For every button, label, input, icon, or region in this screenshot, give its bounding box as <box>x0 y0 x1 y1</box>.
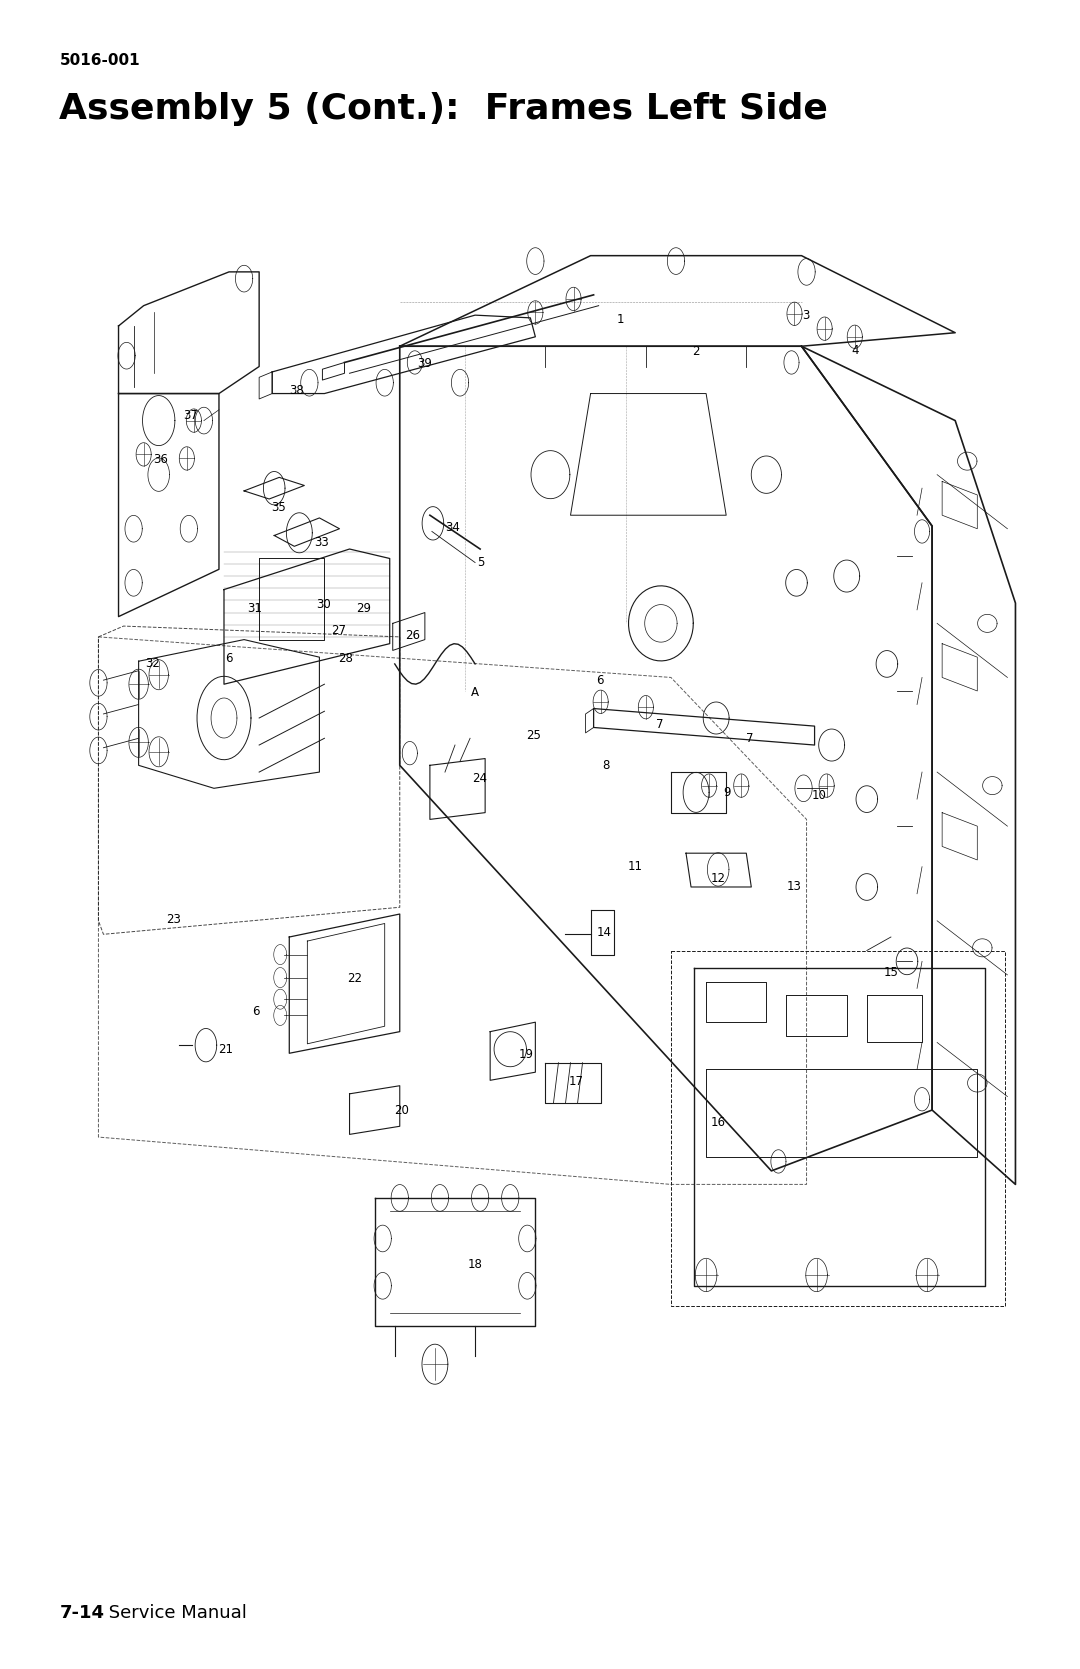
Text: 32: 32 <box>145 658 160 671</box>
Text: 27: 27 <box>330 624 346 636</box>
Text: 19: 19 <box>518 1048 534 1061</box>
Text: 22: 22 <box>347 973 362 985</box>
Text: 31: 31 <box>246 603 261 614</box>
Text: 12: 12 <box>711 873 726 885</box>
Text: 7-14: 7-14 <box>59 1604 105 1622</box>
Text: 35: 35 <box>271 501 285 514</box>
Text: 29: 29 <box>356 603 372 614</box>
Text: 16: 16 <box>711 1115 726 1128</box>
Text: 34: 34 <box>446 521 460 534</box>
Text: 1: 1 <box>617 312 624 325</box>
Text: 24: 24 <box>473 773 487 786</box>
Text: 15: 15 <box>883 966 899 978</box>
Text: 14: 14 <box>597 926 612 940</box>
Text: 37: 37 <box>184 409 199 422</box>
Text: 7: 7 <box>745 731 753 744</box>
Text: 23: 23 <box>166 913 181 926</box>
Text: 3: 3 <box>801 309 809 322</box>
Text: 38: 38 <box>289 384 303 397</box>
Text: 17: 17 <box>569 1075 584 1088</box>
Text: 8: 8 <box>602 759 609 771</box>
Text: 30: 30 <box>316 598 330 611</box>
Text: 18: 18 <box>468 1258 483 1270</box>
Text: 2: 2 <box>692 345 700 359</box>
Text: 26: 26 <box>405 629 420 643</box>
Text: 33: 33 <box>314 536 328 549</box>
Text: 25: 25 <box>526 729 541 743</box>
Text: 28: 28 <box>338 653 353 664</box>
Text: Service Manual: Service Manual <box>103 1604 246 1622</box>
Text: 6: 6 <box>253 1005 260 1018</box>
Text: 5: 5 <box>477 556 485 569</box>
Text: 9: 9 <box>724 786 731 799</box>
Text: 20: 20 <box>394 1103 409 1117</box>
Text: 39: 39 <box>418 357 432 371</box>
Text: 4: 4 <box>851 344 859 357</box>
Text: 6: 6 <box>596 674 604 686</box>
Text: 11: 11 <box>627 860 643 873</box>
Text: 5016-001: 5016-001 <box>59 53 140 68</box>
Text: Assembly 5 (Cont.):  Frames Left Side: Assembly 5 (Cont.): Frames Left Side <box>59 92 828 125</box>
Text: 10: 10 <box>812 788 827 801</box>
Text: A: A <box>471 686 480 699</box>
Text: 13: 13 <box>787 881 802 893</box>
Text: 7: 7 <box>657 718 663 731</box>
Text: 6: 6 <box>226 653 233 664</box>
Text: 21: 21 <box>218 1043 233 1056</box>
Text: 36: 36 <box>153 454 168 466</box>
